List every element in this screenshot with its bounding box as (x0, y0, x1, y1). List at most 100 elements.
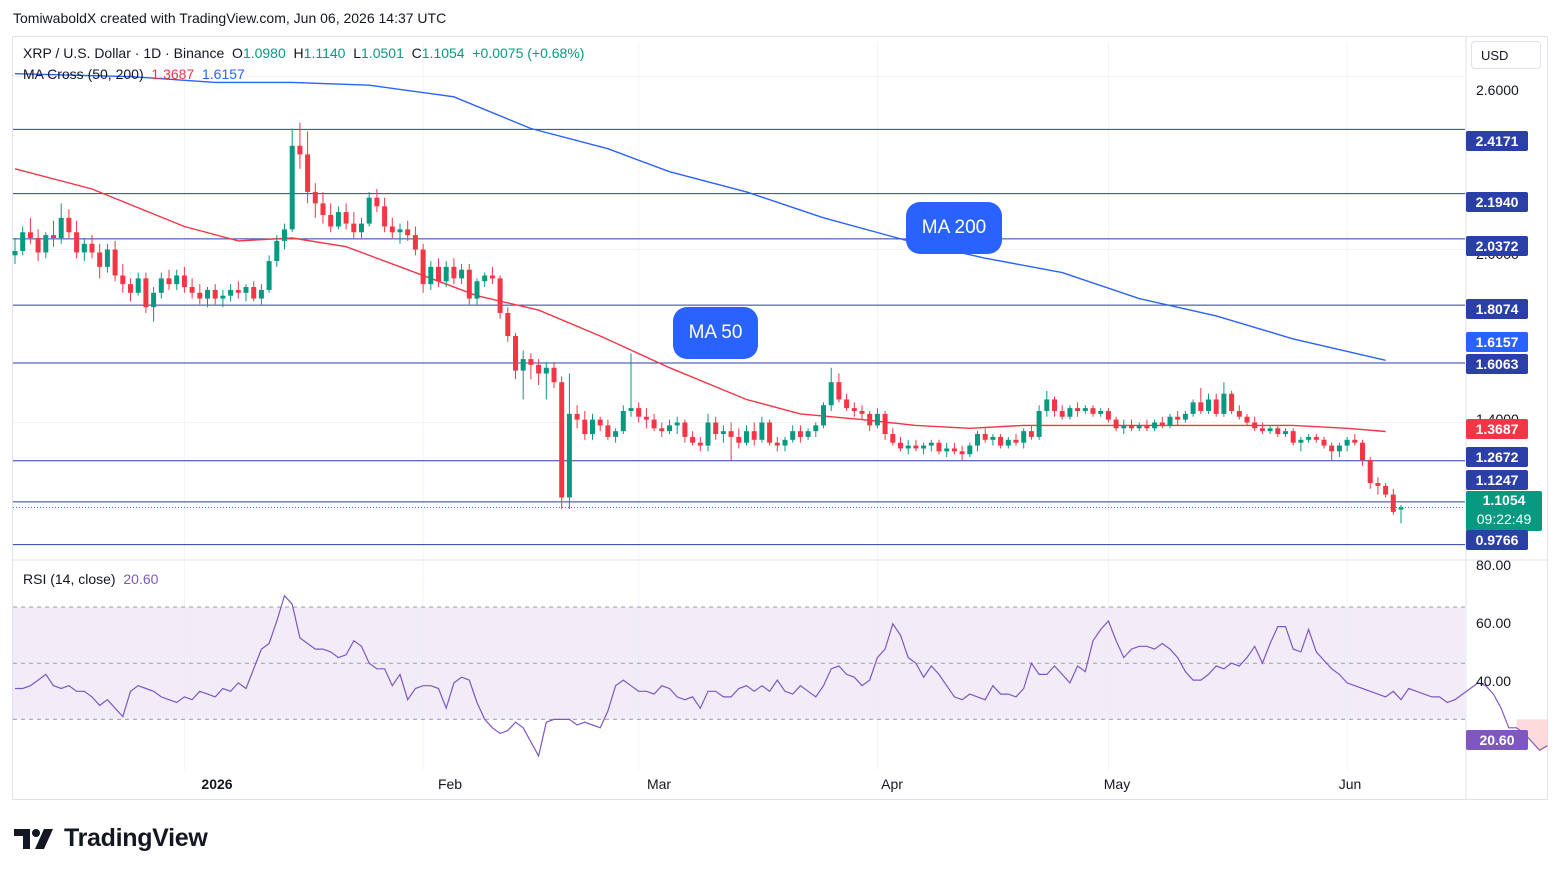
candle (320, 191, 326, 224)
candle (220, 289, 226, 308)
candle-body (359, 223, 364, 233)
candle (713, 416, 719, 440)
candle-body (282, 229, 287, 241)
candle-body (705, 422, 711, 446)
candle (636, 402, 642, 423)
candle-body (289, 145, 295, 230)
candle (744, 425, 749, 446)
candle-body (720, 431, 726, 435)
candle (297, 122, 303, 169)
candle (81, 238, 87, 262)
level-tag: 2.4171 (1466, 131, 1528, 151)
candle-body (1221, 393, 1227, 414)
candle-body (982, 434, 988, 440)
candle-body (104, 249, 110, 267)
candle (651, 413, 657, 432)
candle (928, 439, 934, 452)
candle-body (451, 266, 457, 279)
candle-body (1067, 408, 1073, 417)
candle-body (1290, 431, 1296, 443)
candle (967, 442, 973, 458)
ma50-badge: MA 50 (673, 307, 758, 359)
candle-body (590, 419, 595, 435)
candle (828, 367, 834, 411)
candle-body (905, 445, 911, 449)
symbol-title[interactable]: XRP / U.S. Dollar · 1D · Binance (23, 45, 225, 61)
tradingview-logo[interactable]: TradingView (14, 824, 208, 853)
candle-body (436, 266, 441, 282)
candle-body (1375, 483, 1381, 486)
open-value: 1.0980 (242, 45, 286, 61)
candle-body (189, 287, 195, 293)
candle-body (797, 431, 803, 437)
high-label: H (293, 45, 304, 61)
candle (520, 350, 526, 400)
candle (135, 272, 141, 296)
candle-body (1321, 439, 1327, 446)
candle-body (374, 197, 380, 207)
brand-name: TradingView (64, 824, 208, 852)
x-tick-month: Jun (1338, 776, 1362, 792)
candle-body (482, 275, 488, 282)
candle (1005, 436, 1011, 449)
candle (1059, 405, 1065, 420)
candle-body (859, 410, 865, 414)
candle (728, 422, 734, 460)
candle (890, 428, 896, 446)
candle-body (851, 408, 857, 411)
candle (1144, 419, 1150, 432)
rsi-name[interactable]: RSI (14, close) (23, 571, 116, 587)
candle-body (1113, 419, 1119, 429)
candle (312, 183, 318, 218)
rsi-path (15, 594, 1548, 758)
candle-body (335, 212, 341, 227)
low-label: L (353, 45, 362, 61)
candle (1244, 413, 1250, 426)
candle (905, 439, 911, 455)
candle (859, 405, 865, 420)
candle (959, 445, 965, 460)
level-tag: 2.1940 (1466, 192, 1528, 212)
ma-cross-name[interactable]: MA Cross (50, 200) (23, 66, 144, 82)
candle-body (1028, 431, 1034, 437)
candle-body (759, 422, 765, 440)
candle (205, 287, 210, 308)
candle-body (89, 243, 95, 253)
candle (374, 189, 380, 213)
candle-body (913, 445, 919, 449)
currency-button[interactable]: USD (1471, 41, 1541, 69)
candle (1367, 457, 1373, 489)
candle-body (836, 382, 842, 400)
candle-body (212, 289, 218, 299)
candle-body (1298, 439, 1304, 443)
candle-body (220, 295, 226, 299)
candle (1352, 434, 1358, 446)
last-price: 1.1054 (1482, 492, 1526, 508)
rsi-tick: 60.00 (1476, 615, 1512, 631)
candle-body (1075, 408, 1081, 411)
candle-body (828, 382, 834, 406)
candle-body (1344, 439, 1350, 446)
candle-body (790, 431, 796, 440)
candle (1075, 402, 1081, 417)
candle (474, 278, 480, 305)
candle-body (951, 448, 957, 452)
candle-body (736, 436, 742, 443)
candle-body (258, 289, 264, 299)
rsi-price-tag: 20.60 (1466, 730, 1528, 750)
candle-body (1259, 428, 1265, 432)
candle-body (597, 419, 603, 426)
candle-body (1198, 402, 1204, 411)
candle (1082, 405, 1088, 414)
candle-body (1005, 439, 1011, 446)
candle (1313, 434, 1319, 443)
candle (112, 240, 118, 282)
candle-body (251, 287, 257, 299)
candle (405, 220, 411, 241)
candle (104, 243, 110, 273)
candle-body (328, 214, 334, 227)
candle-body (1213, 399, 1219, 414)
candle-body (620, 410, 626, 432)
candle (420, 243, 426, 293)
